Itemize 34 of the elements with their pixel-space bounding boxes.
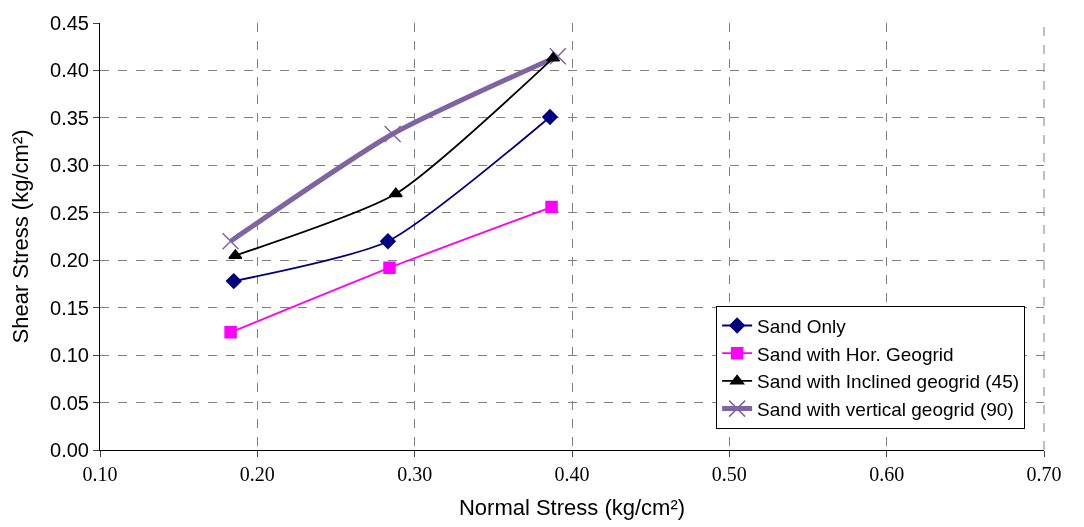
x-tick-label: 0.20 [239,463,275,485]
y-tick-label: 0.10 [50,344,89,367]
point [546,51,561,62]
legend-label: Sand with Hor. Geogrid [757,343,954,365]
legend-label: Sand with Inclined geogrid (45) [757,371,1020,393]
point [549,47,567,65]
y-tick-label: 0.45 [50,12,89,34]
point [542,109,558,125]
point [221,232,240,250]
x-tick-label: 0.60 [869,463,905,485]
point [224,326,237,339]
y-tick-label: 0.20 [50,249,89,272]
point [380,233,396,250]
y-tick-label: 0.25 [50,201,89,224]
x-tick-label: 0.30 [397,463,433,485]
y-tick-label: 0.40 [50,59,89,82]
y-tick-label: 0.35 [50,106,89,129]
legend-label: Sand with vertical geogrid (90) [757,399,1014,421]
y-tick-label: 0.05 [50,391,89,414]
point [388,187,403,198]
x-tick-label: 0.50 [711,463,747,485]
y-tick-label: 0.15 [50,296,89,319]
y-tick-label: 0.00 [50,439,89,461]
y-axis-title: Shear Stress (kg/cm²) [7,129,33,344]
point [383,261,396,275]
legend-label: Sand Only [757,315,847,337]
x-tick-label: 0.10 [82,463,118,485]
x-tick-label: 0.40 [554,463,590,485]
y-tick-label: 0.30 [50,154,89,177]
point [383,125,402,143]
x-axis-title: Normal Stress (kg/cm²) [458,494,686,520]
x-tick-label: 0.70 [1026,463,1062,485]
point [225,273,242,289]
point [545,200,558,214]
